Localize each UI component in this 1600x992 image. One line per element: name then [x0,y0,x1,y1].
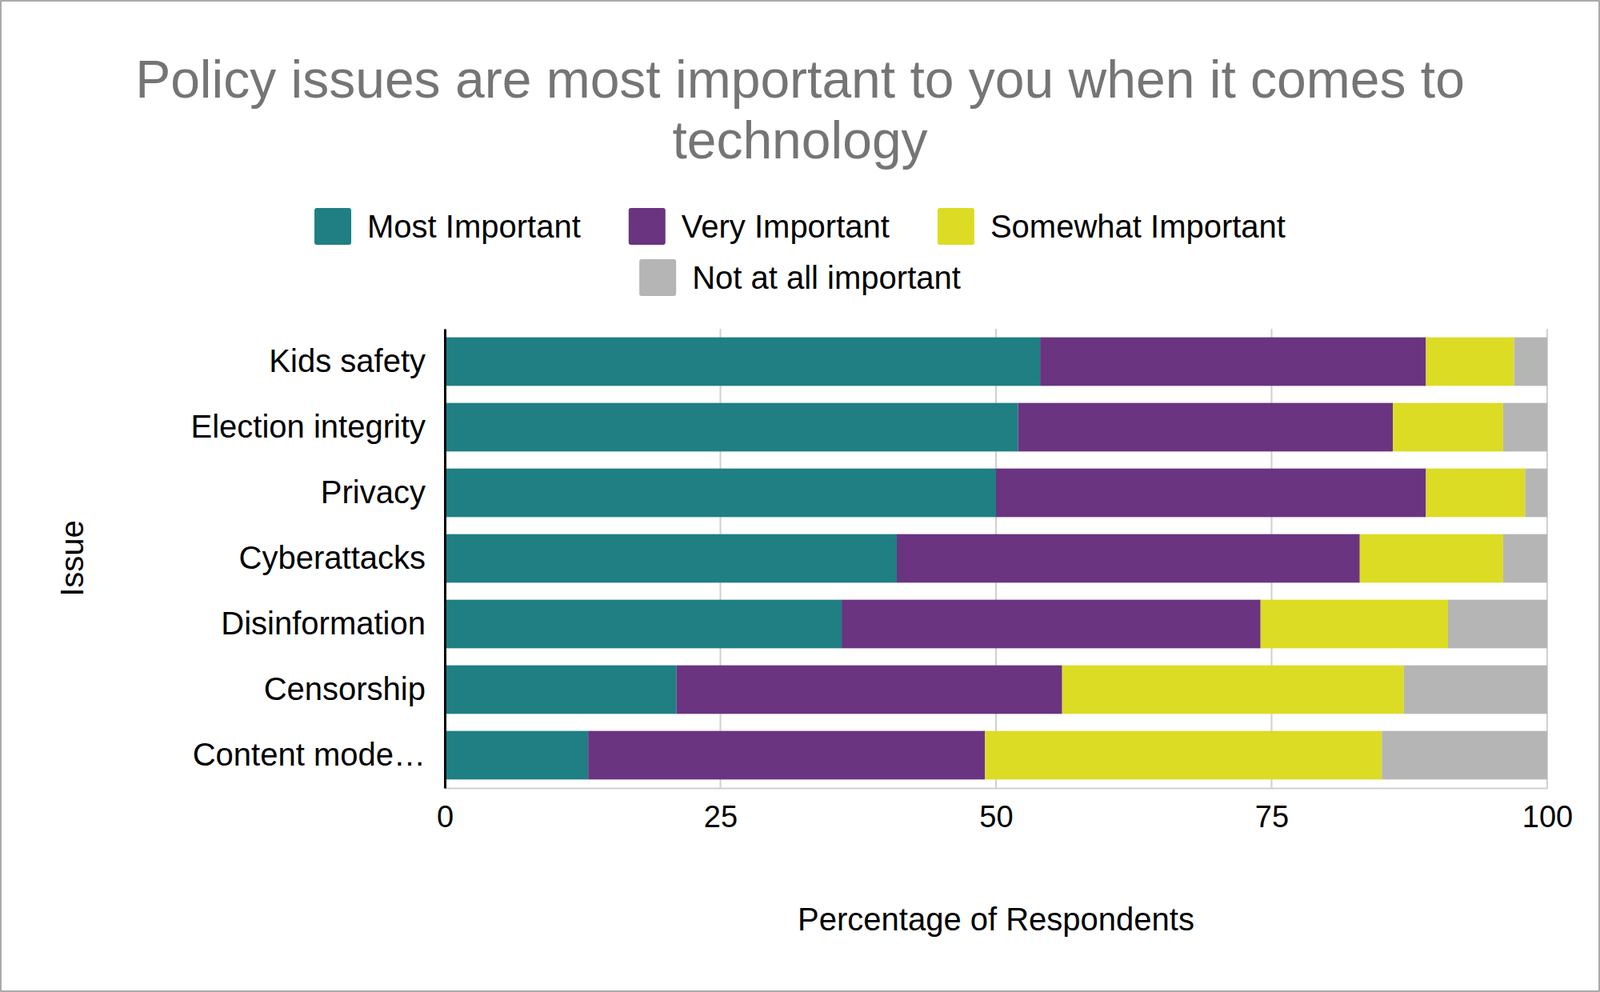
legend-label: Not at all important [692,260,961,296]
bar [444,403,1019,452]
series [1381,337,1548,780]
grid-line [444,328,446,788]
bar [444,731,588,780]
plot: 0 25 50 75 100 Kids safety Election integrity P… [191,328,1574,834]
bar [1381,731,1548,780]
bar [1448,600,1548,649]
x-tick-label: 75 [1255,800,1289,834]
bar [1524,468,1548,518]
bar [1425,468,1525,518]
legend-swatch [628,208,666,245]
bar [444,665,676,715]
title: Policy issues are most important to you … [135,49,1465,170]
legend-item: Most Important [314,208,581,245]
bar [896,534,1360,584]
x-axis-title: Percentage of Respondents [797,901,1195,937]
frame [0,0,1600,992]
y-tick: Privacy [320,474,445,510]
x-axis-line [445,788,1548,790]
y-tick-label: Privacy [320,474,426,510]
legend-item: Not at all important [639,259,961,296]
bar [1018,403,1394,452]
bar [1503,403,1548,452]
y-tick-label: Election integrity [191,408,426,444]
x-tick-label: 50 [979,800,1013,834]
x-tick: 25 [704,788,738,834]
legend-label: Somewhat Important [990,208,1286,244]
bar [1360,534,1504,584]
legend-label: Very Important [681,208,890,244]
y-axis-title: Issue [54,520,90,597]
y-tick-label: Kids safety [268,343,426,379]
grid [444,328,1548,788]
y-axis-line [444,329,447,789]
legend-label: Most Important [367,208,581,244]
bar [676,665,1062,715]
y-tick-label: Content mode… [192,736,426,772]
y-tick-label: Disinformation [220,605,426,641]
x-tick-label: 25 [704,800,738,834]
series [588,337,1426,780]
legend-item: Very Important [628,208,890,245]
legend-swatch [937,208,975,245]
y-tick: Election integrity [191,408,445,444]
bar [984,731,1382,780]
bar [996,468,1426,518]
bar [1062,665,1404,715]
bar [444,600,842,649]
y-tick-label: Censorship [264,671,426,707]
bar [1404,665,1548,715]
y-tick: Content mode… [192,736,445,772]
bar [841,600,1261,649]
x-tick-label: 100 [1522,800,1573,834]
chart: Policy issues are most important to you … [0,0,1600,992]
bar [1503,534,1548,584]
bar [1514,337,1548,387]
x-axis: 0 25 50 75 100 [436,788,1573,834]
y-tick: Censorship [264,671,445,707]
x-tick: 100 [1522,788,1573,834]
y-tick-label: Cyberattacks [239,540,426,576]
bar [1392,403,1504,452]
x-tick-label: 0 [436,800,454,834]
x-tick: 75 [1255,788,1289,834]
bar [444,534,897,584]
bar [588,731,985,780]
y-axis: Kids safety Election integrity Privacy Cybe… [191,329,446,789]
legend-swatch [639,259,676,296]
bar [1260,600,1448,649]
bars [444,337,1548,780]
bar [444,337,1040,387]
legend-item: Somewhat Important [937,208,1286,245]
bar [1040,337,1426,387]
bar [444,468,996,518]
y-tick: Kids safety [268,343,445,379]
legend-swatch [314,208,352,245]
y-tick: Cyberattacks [239,540,445,576]
bar [1425,337,1514,387]
y-tick: Disinformation [220,605,445,641]
legend: Most Important Very Important Somewhat Imp… [314,208,1286,296]
x-tick: 50 [979,788,1013,834]
x-tick: 0 [436,788,454,834]
